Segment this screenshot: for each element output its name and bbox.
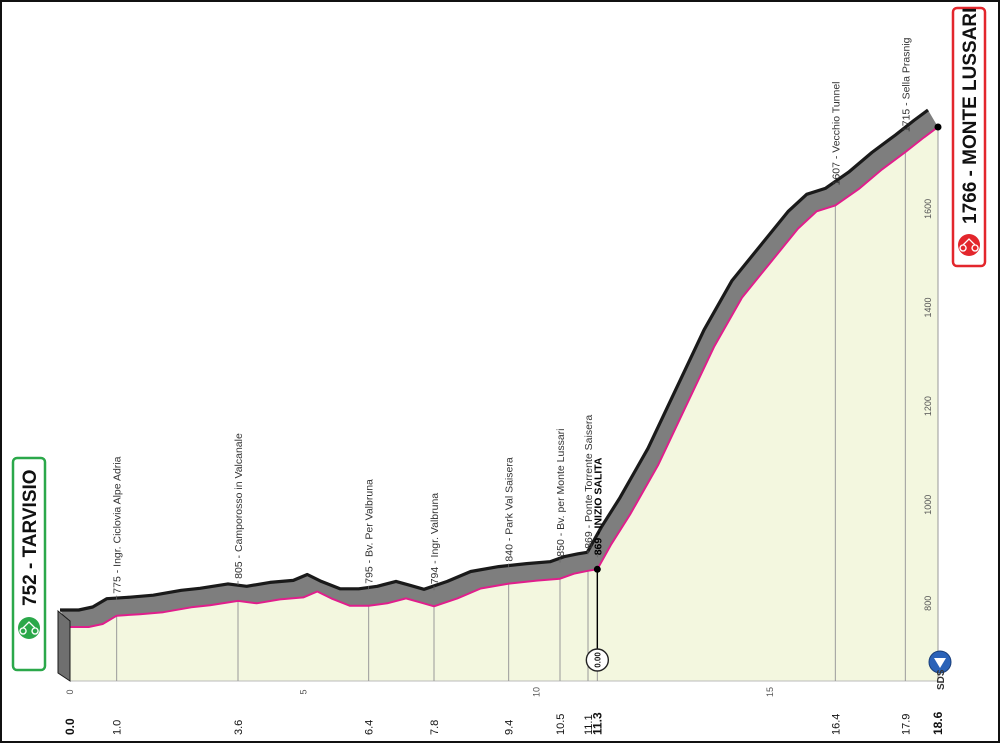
- profile-start-wall: [57, 609, 71, 682]
- x-tick-label: 10: [532, 687, 542, 697]
- km-label: 18.6: [931, 711, 945, 735]
- km-label: 6.4: [364, 720, 376, 735]
- km-label: 1.0: [112, 720, 124, 735]
- km-label: 11.1: [583, 714, 595, 735]
- start-badge: [11, 456, 47, 672]
- km-label: 10.5: [555, 714, 567, 735]
- climb-start-dot: [593, 565, 601, 573]
- km-label: 17.9: [900, 714, 912, 735]
- km-label: 0.0: [63, 718, 77, 735]
- y-tick-label: 1600: [923, 199, 933, 219]
- y-tick-label: 1400: [923, 297, 933, 317]
- finish-badge: [951, 6, 987, 268]
- point-label-775-ingr-ciclovia-alpe-adria: 775 - Ingr. Ciclovia Alpe Adria: [112, 456, 124, 593]
- x-tick-label: 5: [298, 689, 308, 694]
- point-label-1715-sella-prasnig: 1715 - Sella Prasnig: [900, 37, 912, 132]
- point-label-869-inizio-salita: 869 - INIZIO SALITA: [592, 457, 604, 555]
- sds-logo: SDS: [936, 669, 947, 690]
- km-label: 16.4: [830, 714, 842, 735]
- km-label: 7.8: [429, 720, 441, 735]
- road-edge-line: [70, 126, 939, 628]
- start-label: 752 - TARVISIO: [20, 469, 41, 606]
- point-label-840-park-val-saisera: 840 - Park Val Saisera: [504, 457, 516, 561]
- km-label: 11.3: [590, 712, 604, 735]
- km-marker-triangle: [934, 658, 946, 668]
- road-top-edge: [60, 108, 929, 612]
- profile-area: [70, 127, 938, 681]
- intermediate-badge-label: 0.00: [593, 652, 602, 668]
- y-tick-label: 800: [923, 596, 933, 611]
- point-label-794-ingr-valbruna: 794 - Ingr. Valbruna: [429, 493, 441, 585]
- km-label: 9.4: [504, 720, 516, 735]
- finish-label: 1766 - MONTE LUSSARI: [960, 8, 981, 224]
- km-label: 3.6: [233, 720, 245, 735]
- point-label-850-bv-per-monte-lussari: 850 - Bv. per Monte Lussari: [555, 428, 567, 556]
- intermediate-badge: [585, 648, 610, 672]
- point-label-805-camporosso-in-valcanale: 805 - Camporosso in Valcanale: [233, 433, 245, 579]
- point-label-1607-vecchio-tunnel: 1607 - Vecchio Tunnel: [830, 81, 842, 185]
- point-label-795-bv-per-valbruna: 795 - Bv. Per Valbruna: [364, 479, 376, 584]
- start-bike-glyph: [19, 621, 39, 635]
- y-tick-label: 1200: [923, 396, 933, 416]
- y-tick-label: 1000: [923, 495, 933, 515]
- point-label-869-ponte-torrente-saisera: 869 - Ponte Torrente Saisera: [583, 415, 595, 549]
- x-tick-label: 15: [765, 687, 775, 697]
- finish-dot: [934, 123, 942, 131]
- finish-bike-glyph: [959, 238, 979, 252]
- x-tick-label: 0: [65, 689, 75, 694]
